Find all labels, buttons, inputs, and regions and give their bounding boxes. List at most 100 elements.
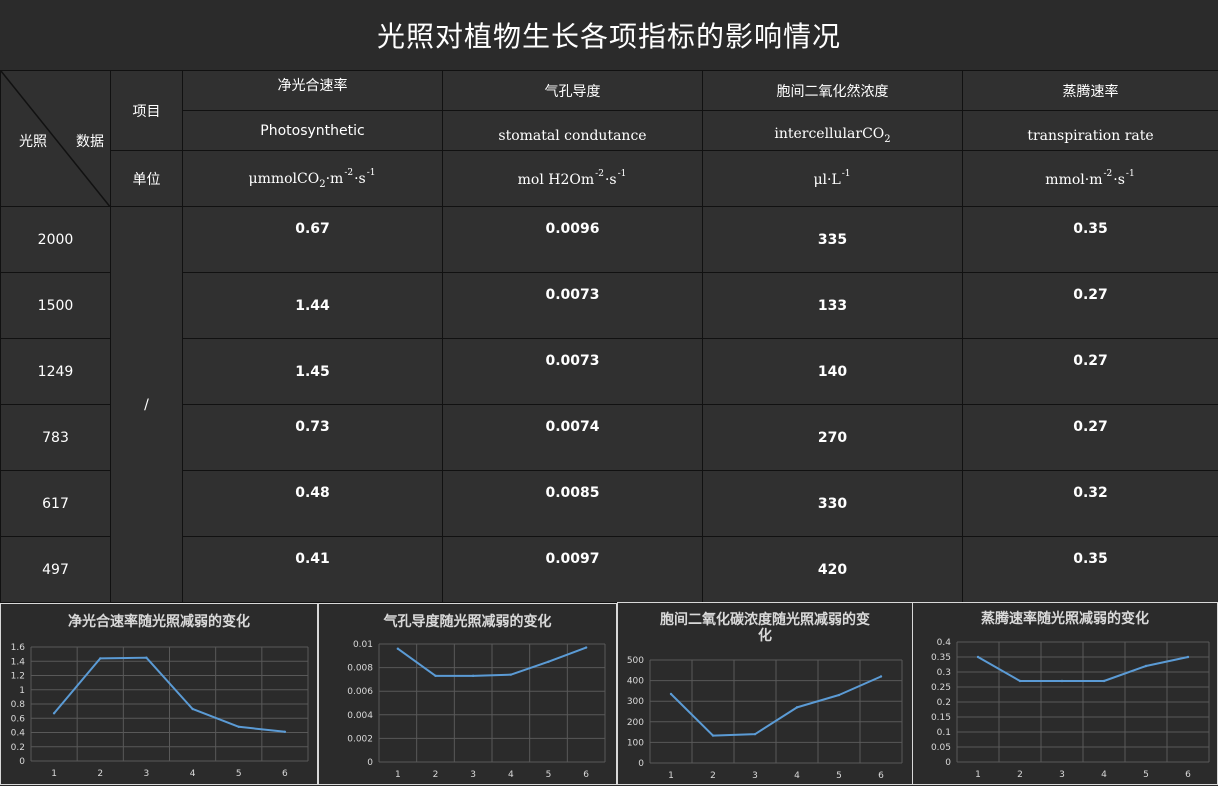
y-tick-label: 400 [627,677,644,687]
x-tick-label: 3 [1059,770,1065,780]
cell-value: 0.27 [963,339,1218,405]
cell-value: 270 [703,405,963,471]
data-point [1187,656,1189,658]
data-point [434,675,436,677]
data-point [510,673,512,675]
x-tick-label: 2 [710,771,716,781]
x-tick-label: 2 [1017,770,1023,780]
col-header-en-2: intercellularCO2 [703,111,963,151]
data-point [712,734,714,736]
data-point [1103,680,1105,682]
light-value: 1500 [1,273,111,339]
y-tick-label: 0 [945,758,951,768]
cell-value: 0.48 [183,471,443,537]
x-tick-label: 6 [878,771,884,781]
y-tick-label: 1 [19,686,25,696]
corner-light-label: 光照 [19,131,47,151]
data-point [284,731,286,733]
y-tick-label: 0.006 [347,687,373,697]
y-tick-label: 0 [638,759,644,769]
cell-value: 0.0073 [443,339,703,405]
cell-value: 0.0096 [443,207,703,273]
light-value: 617 [1,471,111,537]
x-tick-label: 5 [546,770,552,780]
data-point [191,708,193,710]
y-tick-label: 1.6 [11,643,26,653]
cell-value: 0.27 [963,273,1218,339]
y-tick-label: 0.2 [937,698,951,708]
page-title: 光照对植物生长各项指标的影响情况 [0,0,1218,70]
y-tick-label: 1.2 [11,672,25,682]
data-point [1019,680,1021,682]
slash-cell: / [111,207,183,603]
data-point [547,661,549,663]
cell-value: 330 [703,471,963,537]
y-tick-label: 0.6 [11,714,26,724]
y-tick-label: 0.002 [347,734,373,744]
data-point [796,706,798,708]
y-tick-label: 500 [627,656,644,666]
corner-data-label: 数据 [76,131,104,151]
x-tick-label: 4 [190,769,196,779]
y-tick-label: 0.15 [931,713,951,723]
data-point [1061,680,1063,682]
x-tick-label: 6 [583,770,589,780]
cell-value: 133 [703,273,963,339]
col-header-en-1: stomatal condutance [443,111,703,151]
x-tick-label: 2 [97,769,103,779]
unit-2: μl·L-1 [703,151,963,207]
x-tick-label: 6 [1185,770,1191,780]
col-header-cn-2: 胞间二氧化然浓度 [703,71,963,111]
data-point [838,694,840,696]
x-tick-label: 1 [975,770,981,780]
corner-cell: 光照 数据 [1,71,111,207]
cell-value: 0.0097 [443,537,703,603]
x-tick-label: 5 [1143,770,1149,780]
cell-value: 335 [703,207,963,273]
x-tick-label: 1 [668,771,674,781]
cell-value: 420 [703,537,963,603]
data-point [754,733,756,735]
unit-label: 单位 [111,151,183,207]
y-tick-label: 0.1 [937,728,951,738]
x-tick-label: 3 [470,770,476,780]
y-tick-label: 0 [19,757,25,767]
data-point [585,646,587,648]
x-tick-label: 4 [508,770,514,780]
cell-value: 0.0085 [443,471,703,537]
x-tick-label: 2 [433,770,439,780]
light-value: 783 [1,405,111,471]
data-point [238,726,240,728]
data-point [397,648,399,650]
data-point [1145,665,1147,667]
data-point [670,693,672,695]
x-tick-label: 6 [282,769,288,779]
y-tick-label: 200 [627,718,644,728]
data-table: 光照 数据 项目 净光合速率 气孔导度 胞间二氧化然浓度 蒸腾速率 Photos… [0,70,1218,603]
y-tick-label: 0.4 [11,729,26,739]
cell-value: 0.32 [963,471,1218,537]
data-point [977,656,979,658]
unit-1: mol H2Om-2·s-1 [443,151,703,207]
y-tick-label: 300 [627,697,644,707]
cell-value: 0.41 [183,537,443,603]
y-tick-label: 0.2 [11,743,25,753]
y-tick-label: 100 [627,738,644,748]
cell-value: 0.27 [963,405,1218,471]
data-point [53,712,55,714]
cell-value: 0.35 [963,537,1218,603]
x-tick-label: 1 [51,769,57,779]
col-header-cn-1: 气孔导度 [443,71,703,111]
y-tick-label: 1.4 [11,657,26,667]
unit-0: μmmolCO2·m-2·s-1 [183,151,443,207]
x-tick-label: 1 [395,770,401,780]
col-header-cn-0: 净光合速率 [183,71,443,111]
